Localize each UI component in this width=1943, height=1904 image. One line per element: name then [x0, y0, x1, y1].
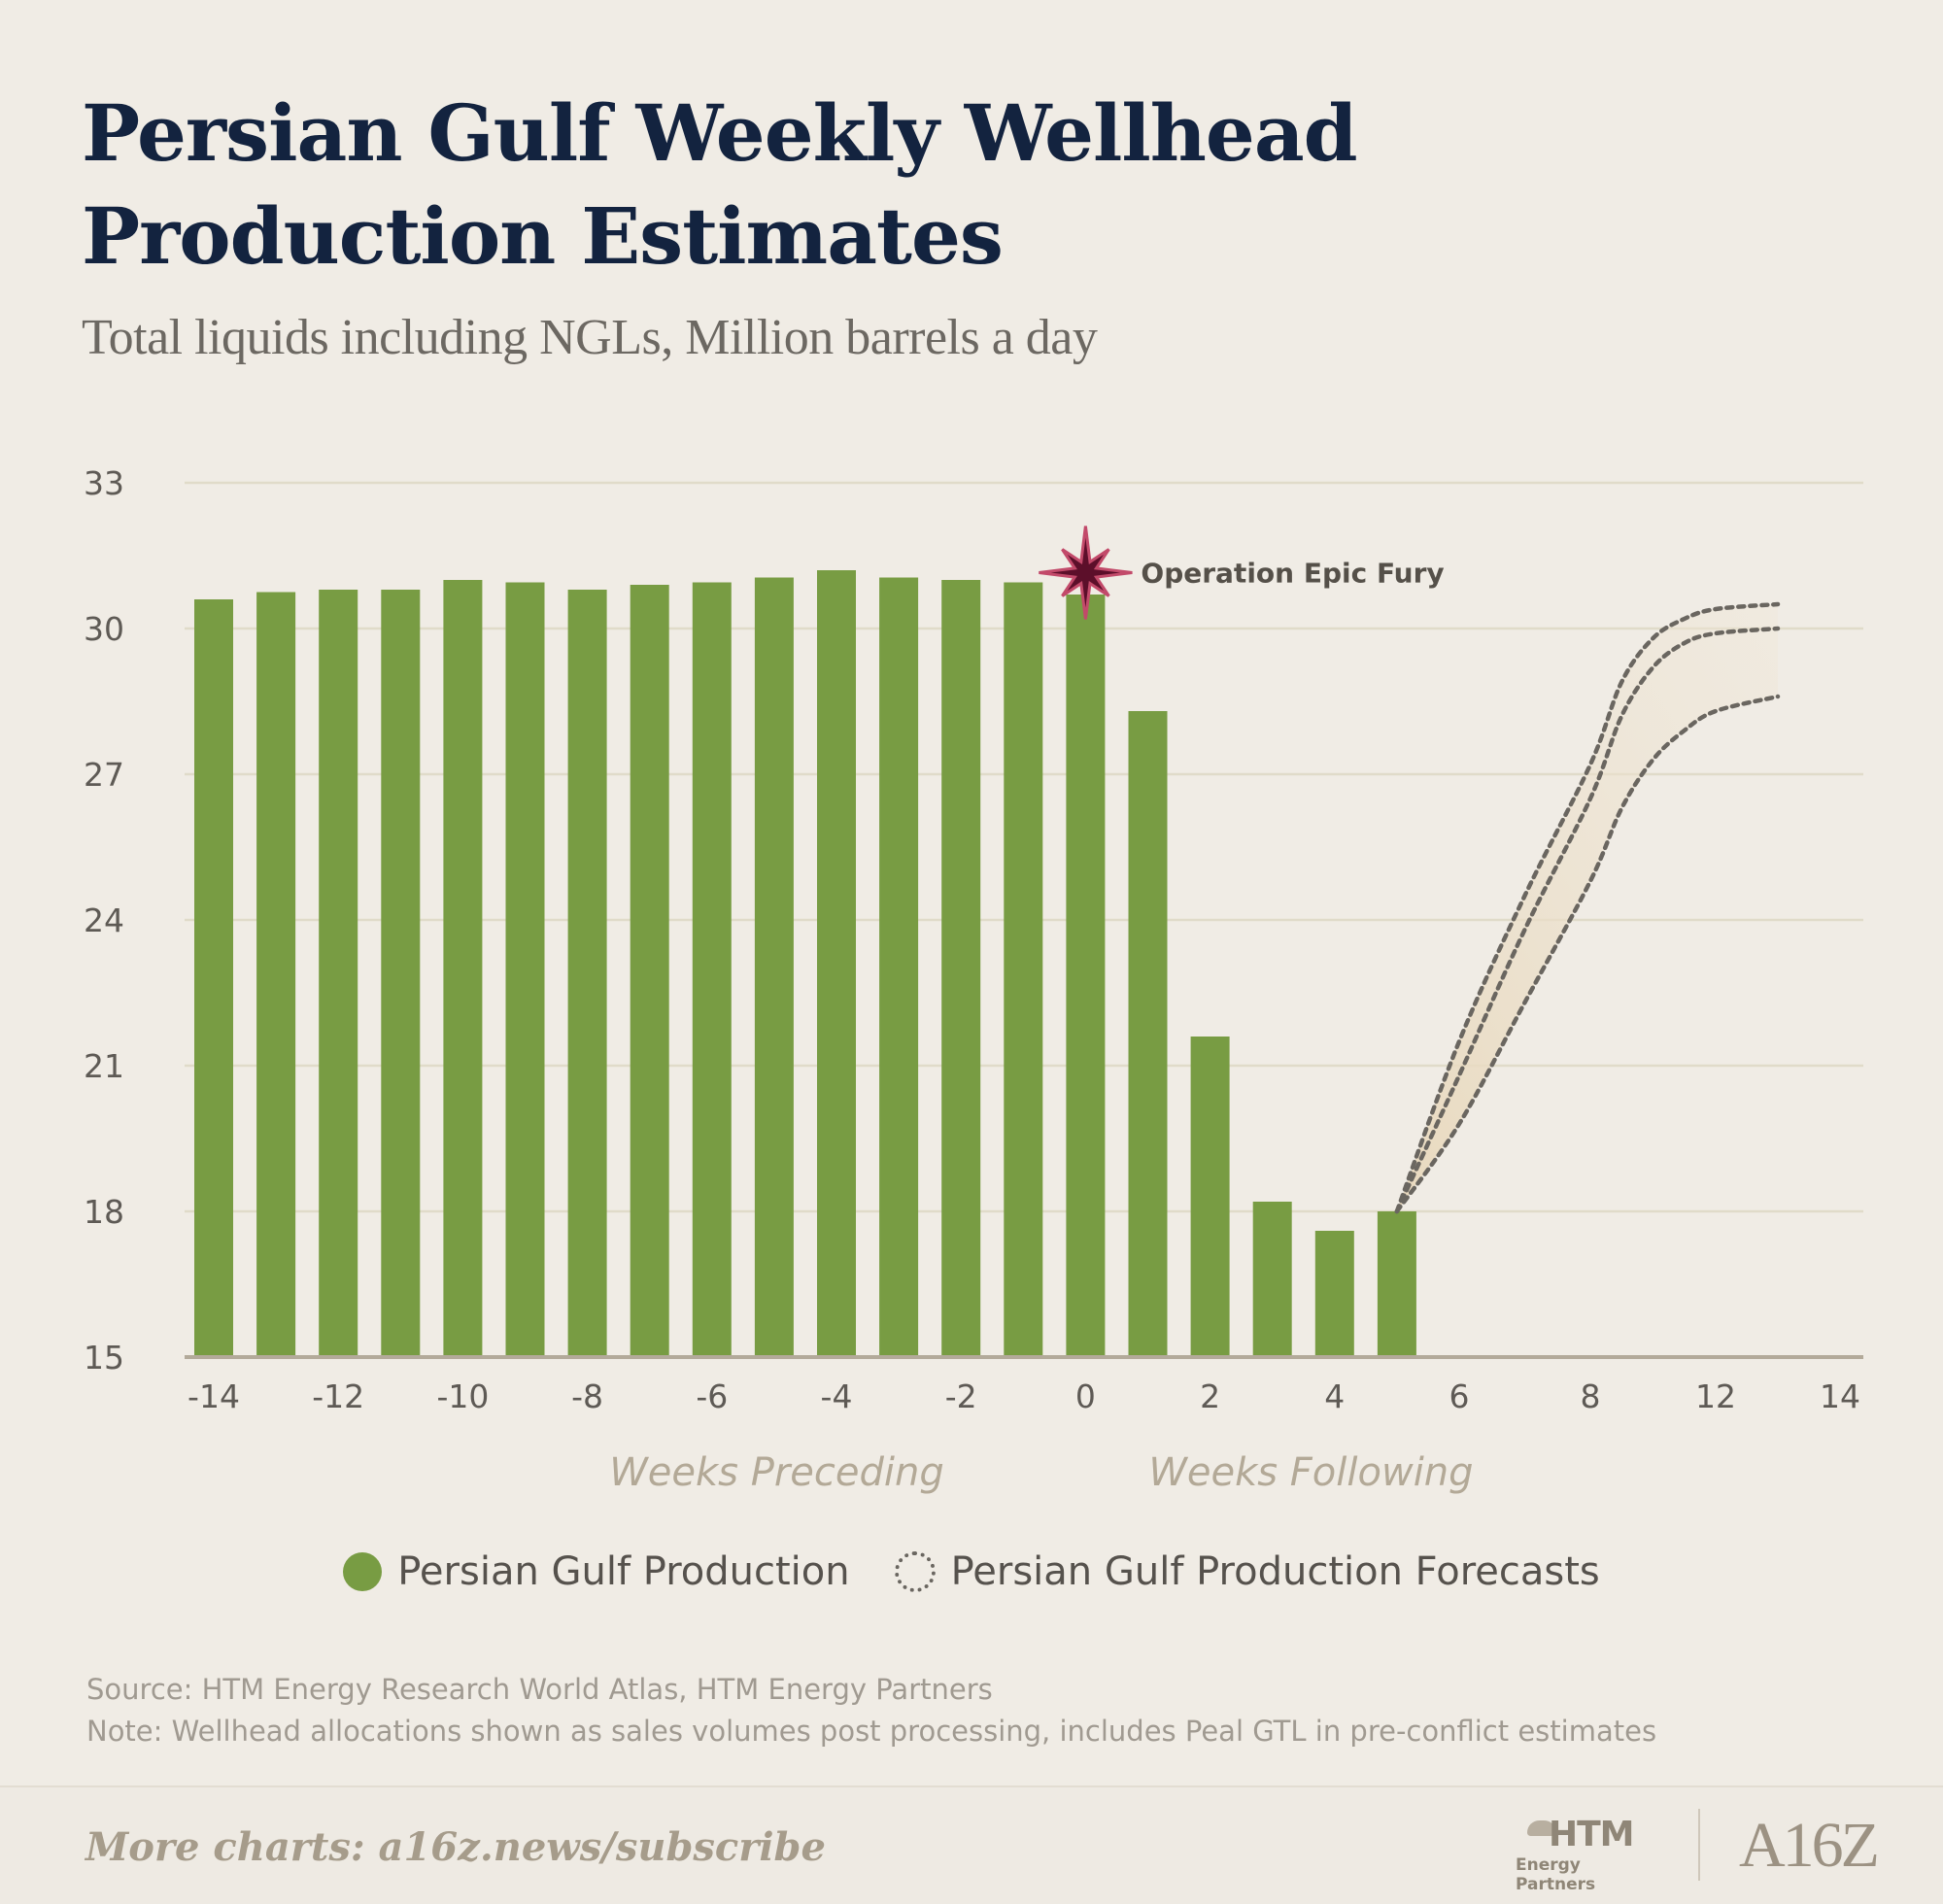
y-axis: 15 18 21 24 27 30 33 [84, 464, 124, 1377]
forecast-line [1394, 626, 1781, 1214]
x-section-label: Weeks Following [1148, 1450, 1473, 1495]
x-tick-label: -12 [312, 1377, 364, 1415]
bar [1004, 582, 1043, 1357]
y-tick-label: 27 [84, 756, 124, 794]
bar [879, 577, 919, 1357]
legend-item-production: Persian Gulf Production [343, 1549, 850, 1594]
y-tick-label: 33 [84, 464, 124, 502]
legend-item-forecasts: Persian Gulf Production Forecasts [894, 1549, 1600, 1594]
bar [630, 585, 669, 1357]
forecast-line [1394, 601, 1781, 1214]
htm-logo-sub: Energy Partners [1516, 1855, 1596, 1894]
y-tick-label: 30 [84, 610, 124, 648]
bar [1377, 1211, 1416, 1357]
x-tick-label: 14 [1820, 1377, 1860, 1415]
forecast-series [1394, 601, 1781, 1214]
bar [443, 580, 483, 1357]
bar [194, 599, 233, 1357]
x-section-labels: Weeks Preceding Weeks Following [609, 1450, 1473, 1495]
x-tick-label: 4 [1324, 1377, 1345, 1415]
annotation-group: Operation Epic Fury [1039, 526, 1445, 620]
notes: Source: HTM Energy Research World Atlas,… [86, 1669, 1656, 1752]
annotation-label: Operation Epic Fury [1141, 558, 1444, 590]
footer-link[interactable]: More charts: a16z.news/subscribe [85, 1824, 826, 1870]
htm-logo-name: HTM [1549, 1815, 1635, 1854]
htm-logo: HTM Energy Partners [1512, 1811, 1657, 1894]
bar [1066, 595, 1106, 1357]
x-tick-label: -10 [436, 1377, 489, 1415]
x-tick-label: -6 [696, 1377, 728, 1415]
x-tick-label: -8 [571, 1377, 603, 1415]
forecast-line [1394, 694, 1781, 1214]
forecast-band [1396, 604, 1778, 1211]
bar [567, 590, 607, 1357]
x-tick-label: -2 [945, 1377, 977, 1415]
x-tick-label: 6 [1449, 1377, 1470, 1415]
x-tick-label: 8 [1581, 1377, 1601, 1415]
bar [1252, 1202, 1292, 1357]
dotted-circle-icon [894, 1551, 936, 1592]
chart-title: Persian Gulf Weekly Wellhead Production … [82, 87, 1358, 282]
solid-circle-icon [343, 1552, 383, 1591]
operation-star-icon [1039, 526, 1133, 620]
bar [1190, 1037, 1230, 1357]
legend-label-production: Persian Gulf Production [397, 1549, 850, 1594]
bar [941, 580, 981, 1357]
x-tick-label: 0 [1075, 1377, 1096, 1415]
cowboy-hat-icon [1527, 1820, 1556, 1836]
y-tick-label: 15 [84, 1339, 124, 1377]
x-tick-label: 2 [1200, 1377, 1220, 1415]
logo-divider [1698, 1809, 1700, 1881]
legend: Persian Gulf Production Persian Gulf Pro… [0, 1549, 1943, 1594]
a16z-logo: A16Z [1739, 1810, 1880, 1881]
bar [256, 592, 296, 1357]
x-axis: -14 -12 -10 -8 -6 -4 -2 0 2 4 6 8 12 14 [187, 1377, 1860, 1415]
bar [319, 590, 358, 1357]
bar [817, 570, 856, 1357]
note-text: Note: Wellhead allocations shown as sale… [86, 1715, 1657, 1748]
y-tick-label: 18 [84, 1193, 124, 1231]
x-tick-label: -4 [821, 1377, 853, 1415]
y-tick-label: 21 [84, 1047, 124, 1085]
legend-label-forecasts: Persian Gulf Production Forecasts [950, 1549, 1600, 1594]
x-tick-label: 12 [1695, 1377, 1736, 1415]
chart-subtitle: Total liquids including NGLs, Million ba… [82, 310, 1098, 365]
source-text: Source: HTM Energy Research World Atlas,… [86, 1673, 993, 1706]
bar [754, 577, 794, 1357]
bar [505, 582, 545, 1357]
x-tick-label: -14 [187, 1377, 240, 1415]
bar [1128, 711, 1168, 1357]
x-section-label: Weeks Preceding [609, 1450, 944, 1495]
bar-series-production [194, 570, 1416, 1357]
y-tick-label: 24 [84, 901, 124, 939]
bar [1314, 1231, 1354, 1357]
bar [381, 590, 421, 1357]
bar [692, 582, 732, 1357]
footer-band [0, 1785, 1943, 1904]
